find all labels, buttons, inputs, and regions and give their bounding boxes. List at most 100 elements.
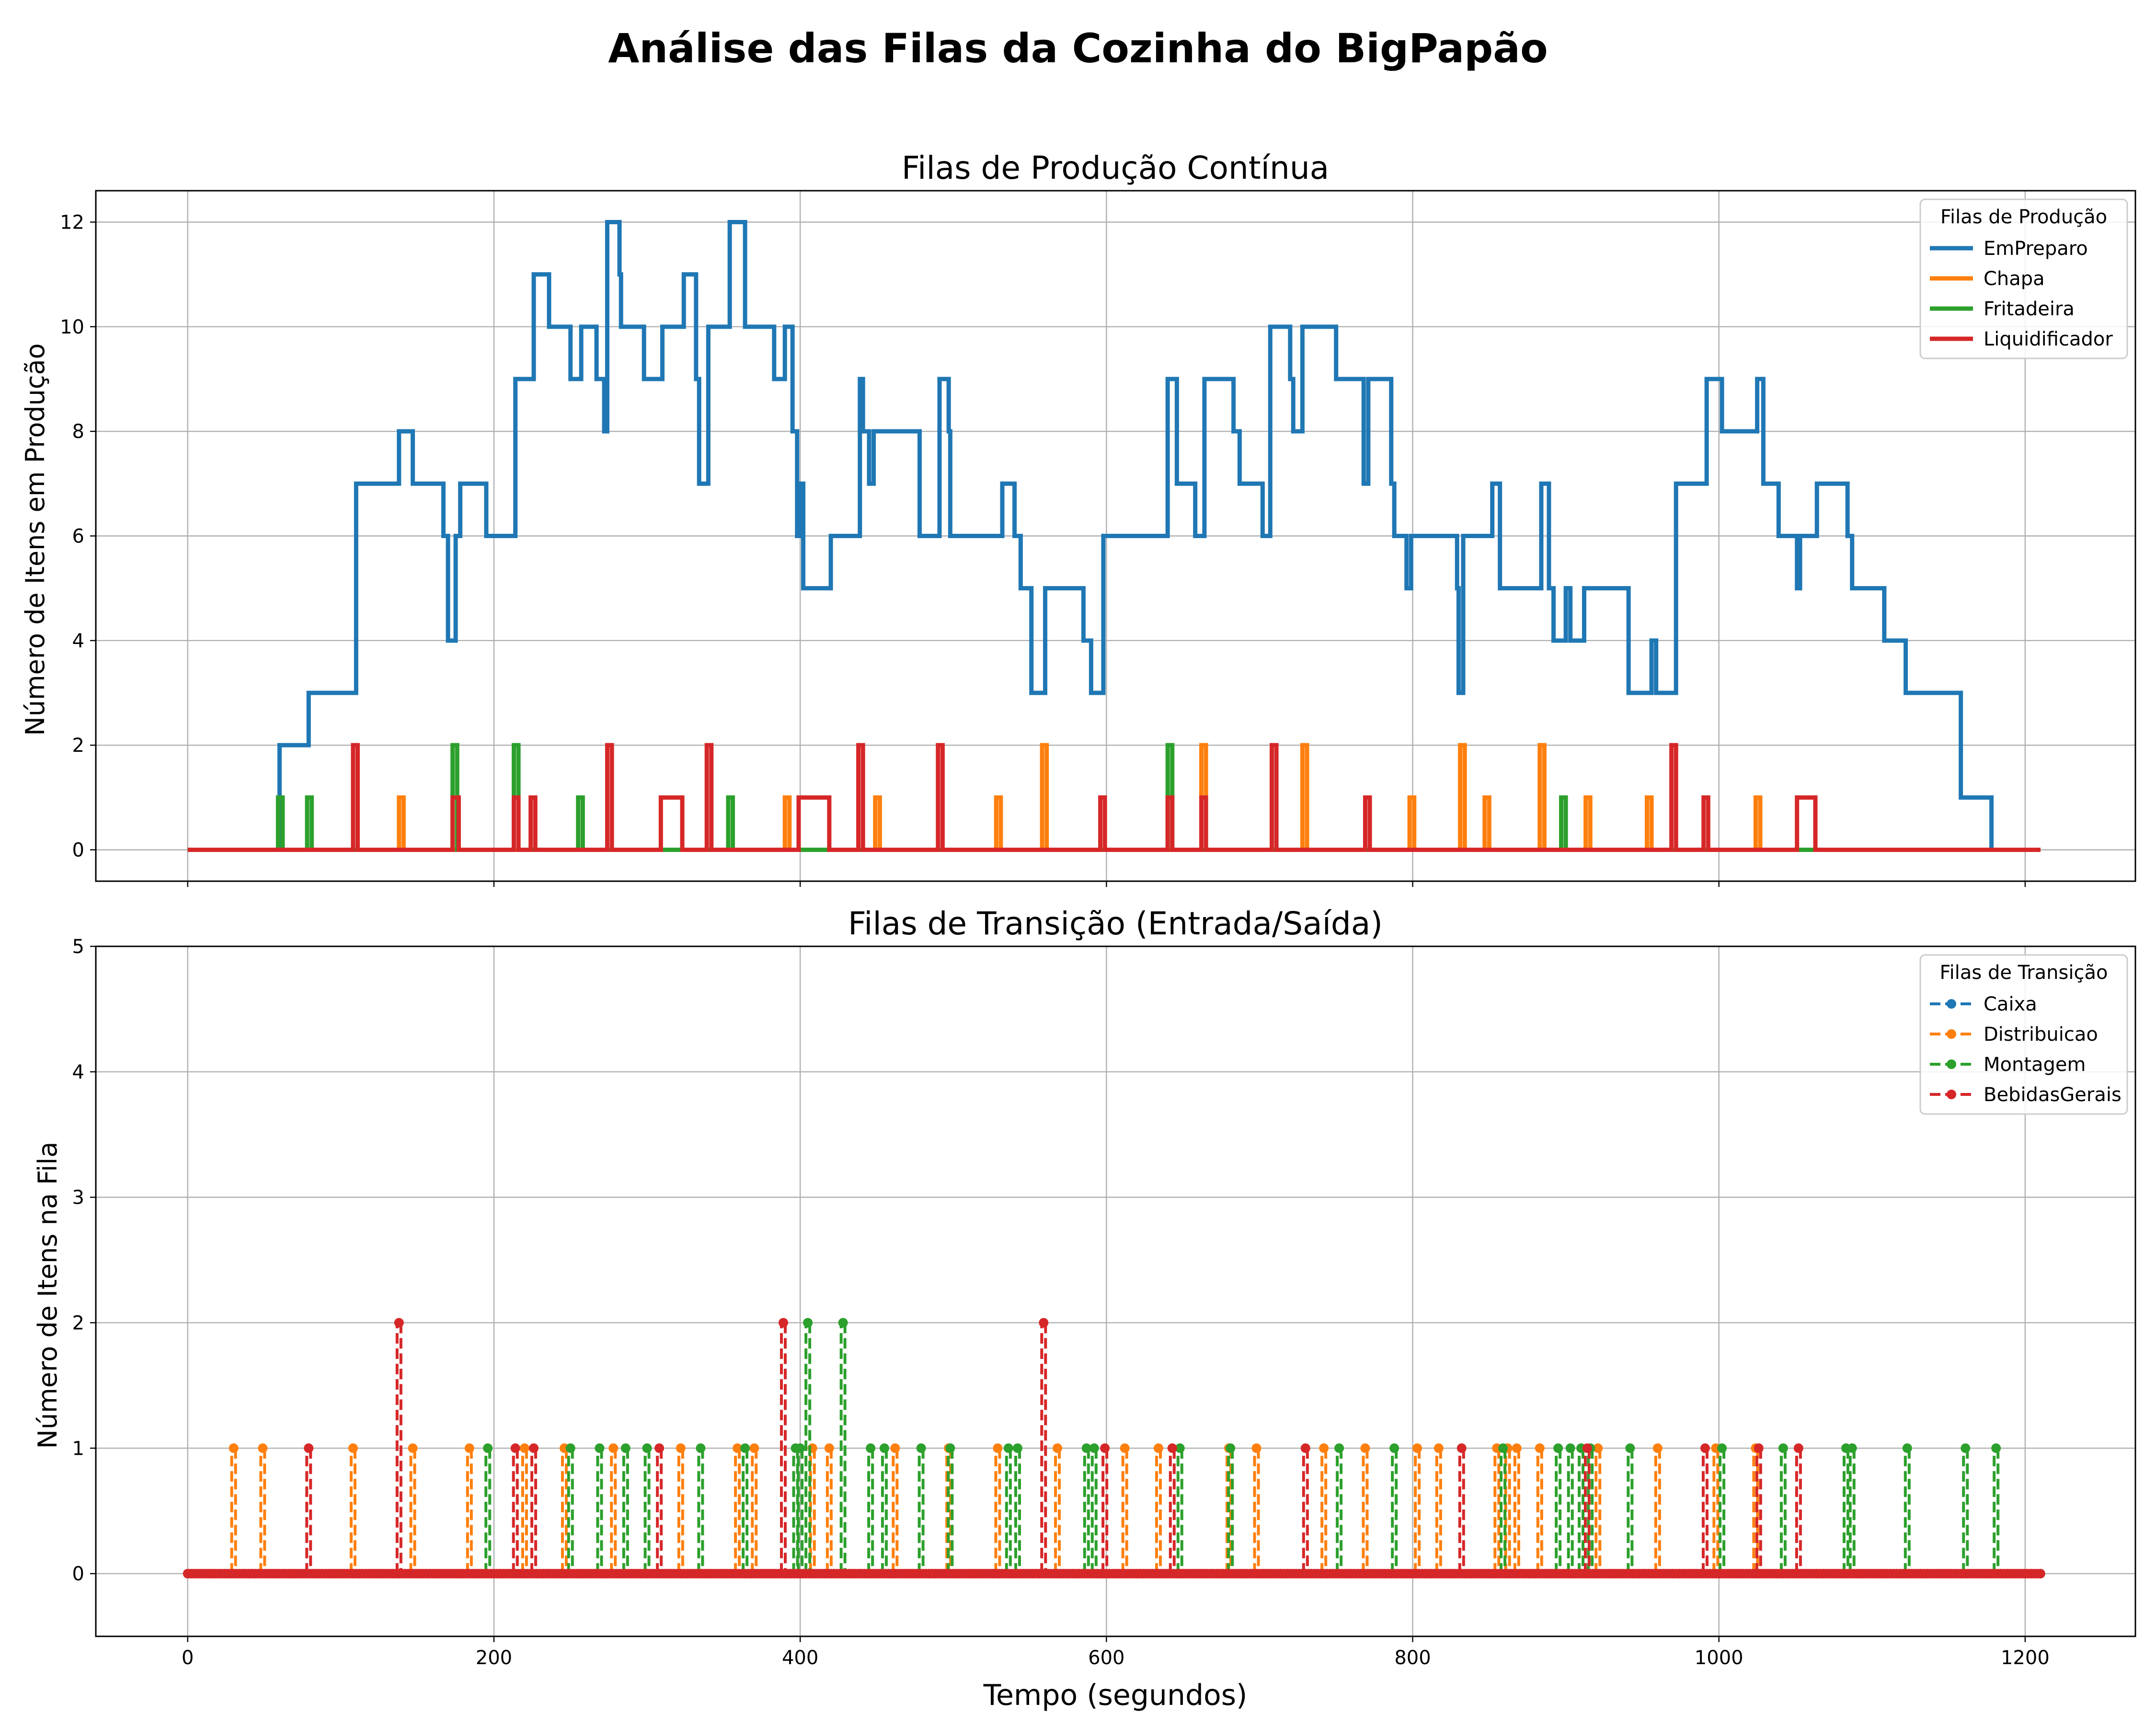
legend-label-caixa: Caixa (1984, 993, 2037, 1015)
x-tick-label: 600 (1088, 1647, 1124, 1669)
transition-ticks: 0 200 400 600 800 1000 1200 0 1 2 3 4 5 (72, 936, 2050, 1669)
marker-distribuicao (1153, 1443, 1163, 1453)
x-tick-label: 200 (476, 1647, 512, 1669)
marker-bebidasgerais (394, 1318, 404, 1328)
marker-montagem (945, 1443, 955, 1453)
y-tick-label: 1 (72, 1438, 84, 1460)
marker-distribuicao (1319, 1443, 1329, 1453)
marker-bebidasgerais (1456, 1443, 1467, 1453)
x-tick-label: 0 (182, 1647, 194, 1669)
legend-label-empreparo: EmPreparo (1984, 238, 2088, 260)
marker-bebidasgerais (1039, 1318, 1049, 1328)
marker-distribuicao (1652, 1443, 1663, 1453)
transition-plot-frame (95, 945, 2136, 1637)
marker-montagem (1991, 1443, 2001, 1453)
marker-distribuicao (229, 1443, 239, 1453)
series-line-empreparo (187, 220, 2041, 852)
marker-montagem (866, 1443, 876, 1453)
marker-distribuicao (1053, 1443, 1063, 1453)
zero-markers (183, 1569, 2045, 1579)
marker-distribuicao (348, 1443, 358, 1453)
marker-montagem (740, 1443, 750, 1453)
marker-montagem (1553, 1443, 1563, 1453)
marker-montagem (1498, 1443, 1508, 1453)
series-line-liquidificador (187, 743, 2041, 852)
y-tick-label: 0 (72, 840, 84, 862)
marker-distribuicao (258, 1443, 268, 1453)
y-tick-label: 12 (60, 212, 84, 234)
figure-title: Análise das Filas da Cozinha do BigPapão (608, 25, 1548, 72)
legend-label-bebidasgerais: BebidasGerais (1984, 1084, 2122, 1106)
marker-montagem (1847, 1443, 1857, 1453)
marker-montagem (565, 1443, 575, 1453)
legend-label-montagem: Montagem (1984, 1054, 2086, 1076)
marker-montagem (1717, 1443, 1727, 1453)
transition-queues-panel: Filas de Transição (Entrada/Saída) Númer… (33, 905, 2136, 1712)
marker-distribuicao (749, 1443, 759, 1453)
marker-montagem (1389, 1443, 1399, 1453)
marker-bebidasgerais (304, 1443, 314, 1453)
marker-montagem (483, 1443, 493, 1453)
marker-distribuicao (1120, 1443, 1130, 1453)
marker-distribuicao (890, 1443, 900, 1453)
marker-bebidasgerais (1793, 1443, 1803, 1453)
marker-bebidasgerais (1700, 1443, 1710, 1453)
marker-bebidasgerais (529, 1443, 539, 1453)
marker-distribuicao (1434, 1443, 1444, 1453)
production-ticks: 0 2 4 6 8 10 12 (60, 212, 2026, 887)
y-tick-label: 6 (72, 526, 84, 548)
marker-bebidasgerais (1754, 1443, 1764, 1453)
marker-distribuicao (824, 1443, 834, 1453)
marker-montagem (595, 1443, 605, 1453)
marker-montagem (620, 1443, 631, 1453)
marker-montagem (1625, 1443, 1635, 1453)
marker-distribuicao (1593, 1443, 1603, 1453)
marker-montagem (1175, 1443, 1185, 1453)
y-tick-label: 2 (72, 735, 84, 757)
marker-montagem (1089, 1443, 1099, 1453)
x-tick-label: 400 (782, 1647, 818, 1669)
legend-label-chapa: Chapa (1984, 268, 2045, 290)
y-tick-label: 3 (72, 1187, 84, 1209)
marker-bebidasgerais (1300, 1443, 1310, 1453)
transition-panel-title: Filas de Transição (Entrada/Saída) (848, 905, 1383, 942)
marker-distribuicao (608, 1443, 619, 1453)
production-legend-title: Filas de Produção (1940, 206, 2107, 228)
series-montagem (187, 1318, 2041, 1576)
zero-marker (2035, 1569, 2045, 1579)
legend-label-liquidificador: Liquidificador (1984, 328, 2113, 350)
x-tick-label: 1200 (2001, 1647, 2050, 1669)
marker-montagem (1961, 1443, 1971, 1453)
marker-montagem (916, 1443, 926, 1453)
y-tick-label: 8 (72, 421, 84, 443)
marker-bebidasgerais (1582, 1443, 1592, 1453)
marker-montagem (1226, 1443, 1236, 1453)
legend-label-distribuicao: Distribuicao (1984, 1024, 2098, 1046)
marker-distribuicao (1535, 1443, 1545, 1453)
marker-bebidasgerais (1100, 1443, 1110, 1453)
production-queues-panel: Filas de Produção Contínua Número de Ite… (20, 150, 2136, 887)
marker-montagem (795, 1443, 805, 1453)
production-y-axis-label: Número de Itens em Produção (20, 343, 50, 736)
marker-distribuicao (1360, 1443, 1370, 1453)
marker-montagem (696, 1443, 706, 1453)
production-series (187, 220, 2041, 852)
production-legend: Filas de Produção EmPreparo Chapa Fritad… (1919, 198, 2128, 359)
transition-legend-title: Filas de Transição (1940, 962, 2108, 984)
marker-montagem (1902, 1443, 1912, 1453)
marker-montagem (1334, 1443, 1344, 1453)
marker-bebidasgerais (654, 1443, 665, 1453)
marker-montagem (1012, 1443, 1022, 1453)
y-tick-label: 10 (60, 316, 84, 338)
marker-montagem (1778, 1443, 1788, 1453)
marker-montagem (642, 1443, 652, 1453)
marker-montagem (1003, 1443, 1013, 1453)
y-tick-label: 4 (72, 1061, 84, 1083)
marker-montagem (838, 1318, 848, 1328)
marker-distribuicao (1412, 1443, 1422, 1453)
marker-distribuicao (1512, 1443, 1522, 1453)
x-axis-label: Tempo (segundos) (983, 1679, 1248, 1712)
legend-label-fritadeira: Fritadeira (1984, 298, 2075, 320)
marker-montagem (1565, 1443, 1575, 1453)
